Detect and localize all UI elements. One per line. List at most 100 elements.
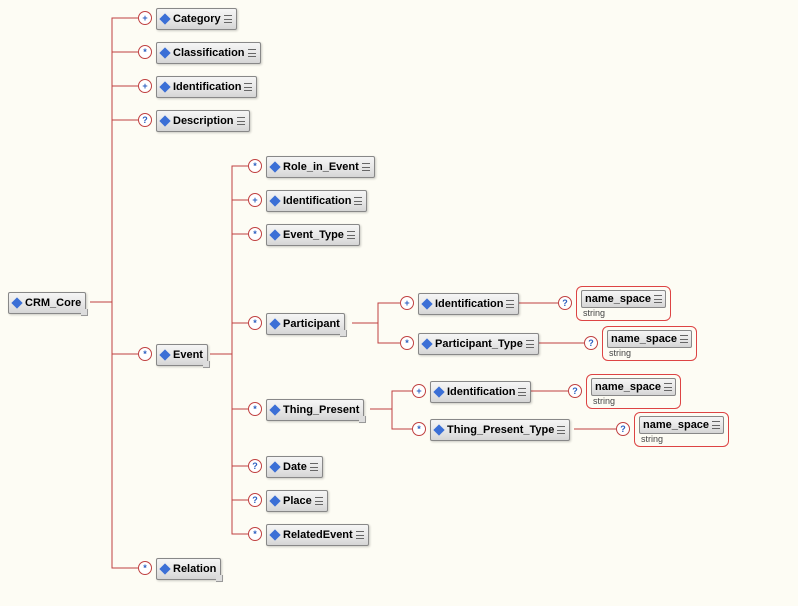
expand-button-classification[interactable]: * bbox=[138, 45, 152, 59]
expand-button-p-ident[interactable]: + bbox=[400, 296, 414, 310]
node-label: RelatedEvent bbox=[283, 529, 353, 541]
diamond-icon bbox=[159, 349, 170, 360]
menu-icon bbox=[224, 15, 232, 23]
node-participant-type[interactable]: Participant_Type bbox=[418, 333, 539, 355]
node-relation[interactable]: Relation bbox=[156, 558, 221, 580]
expand-button-participant[interactable]: * bbox=[248, 316, 262, 330]
node-label: Date bbox=[283, 461, 307, 473]
node-label: Identification bbox=[283, 195, 351, 207]
diamond-icon bbox=[269, 495, 280, 506]
node-related-event[interactable]: RelatedEvent bbox=[266, 524, 369, 546]
expand-button-t-type[interactable]: * bbox=[412, 422, 426, 436]
attr-name-space-4[interactable]: name_space string bbox=[634, 412, 729, 447]
corner-handle-icon bbox=[359, 416, 366, 423]
expand-button-ns1[interactable]: ? bbox=[558, 296, 572, 310]
attr-label: name_space bbox=[611, 333, 677, 345]
diamond-icon bbox=[269, 404, 280, 415]
diamond-icon bbox=[159, 47, 170, 58]
node-event[interactable]: Event bbox=[156, 344, 208, 366]
node-place[interactable]: Place bbox=[266, 490, 328, 512]
expand-button-relation[interactable]: * bbox=[138, 561, 152, 575]
node-label: Category bbox=[173, 13, 221, 25]
node-thing-present[interactable]: Thing_Present bbox=[266, 399, 364, 421]
node-date[interactable]: Date bbox=[266, 456, 323, 478]
node-label: Event bbox=[173, 349, 203, 361]
attr-name-space-1[interactable]: name_space string bbox=[576, 286, 671, 321]
node-role-in-event[interactable]: Role_in_Event bbox=[266, 156, 375, 178]
attr-name-space-3[interactable]: name_space string bbox=[586, 374, 681, 409]
expand-button-ns2[interactable]: ? bbox=[584, 336, 598, 350]
node-crm-core[interactable]: CRM_Core bbox=[8, 292, 86, 314]
expand-button-identification[interactable]: + bbox=[138, 79, 152, 93]
diamond-icon bbox=[269, 529, 280, 540]
node-label: Participant_Type bbox=[435, 338, 523, 350]
diamond-icon bbox=[269, 195, 280, 206]
expand-button-category[interactable]: + bbox=[138, 11, 152, 25]
expand-button-role[interactable]: * bbox=[248, 159, 262, 173]
attr-type: string bbox=[639, 434, 724, 444]
node-label: Identification bbox=[173, 81, 241, 93]
expand-button-thing-present[interactable]: * bbox=[248, 402, 262, 416]
menu-icon bbox=[526, 340, 534, 348]
attr-label: name_space bbox=[585, 293, 651, 305]
node-label: Classification bbox=[173, 47, 245, 59]
diamond-icon bbox=[433, 386, 444, 397]
diamond-icon bbox=[421, 338, 432, 349]
node-label: Participant bbox=[283, 318, 340, 330]
node-event-type[interactable]: Event_Type bbox=[266, 224, 360, 246]
expand-button-place[interactable]: ? bbox=[248, 493, 262, 507]
node-participant-identification[interactable]: Identification bbox=[418, 293, 519, 315]
menu-icon bbox=[237, 117, 245, 125]
menu-icon bbox=[244, 83, 252, 91]
diamond-icon bbox=[269, 461, 280, 472]
expand-button-description[interactable]: ? bbox=[138, 113, 152, 127]
diamond-icon bbox=[269, 161, 280, 172]
node-label: Role_in_Event bbox=[283, 161, 359, 173]
attr-name-space-2[interactable]: name_space string bbox=[602, 326, 697, 361]
node-label: Relation bbox=[173, 563, 216, 575]
menu-icon bbox=[356, 531, 364, 539]
node-label: Identification bbox=[435, 298, 503, 310]
menu-icon bbox=[506, 300, 514, 308]
diamond-icon bbox=[11, 297, 22, 308]
diamond-icon bbox=[159, 563, 170, 574]
node-thing-present-type[interactable]: Thing_Present_Type bbox=[430, 419, 570, 441]
menu-icon bbox=[248, 49, 256, 57]
expand-button-event-type[interactable]: * bbox=[248, 227, 262, 241]
expand-button-p-type[interactable]: * bbox=[400, 336, 414, 350]
diamond-icon bbox=[159, 13, 170, 24]
node-classification[interactable]: Classification bbox=[156, 42, 261, 64]
node-identification-event[interactable]: Identification bbox=[266, 190, 367, 212]
menu-icon bbox=[654, 295, 662, 303]
node-identification[interactable]: Identification bbox=[156, 76, 257, 98]
attr-type: string bbox=[581, 308, 666, 318]
corner-handle-icon bbox=[340, 330, 347, 337]
node-category[interactable]: Category bbox=[156, 8, 237, 30]
expand-button-ns3[interactable]: ? bbox=[568, 384, 582, 398]
menu-icon bbox=[362, 163, 370, 171]
attr-label: name_space bbox=[595, 381, 661, 393]
node-label: Thing_Present bbox=[283, 404, 359, 416]
menu-icon bbox=[354, 197, 362, 205]
expand-button-related-event[interactable]: * bbox=[248, 527, 262, 541]
menu-icon bbox=[557, 426, 565, 434]
node-thing-identification[interactable]: Identification bbox=[430, 381, 531, 403]
node-label: CRM_Core bbox=[25, 297, 81, 309]
expand-button-event[interactable]: * bbox=[138, 347, 152, 361]
diamond-icon bbox=[421, 298, 432, 309]
expand-button-t-ident[interactable]: + bbox=[412, 384, 426, 398]
expand-button-identification2[interactable]: + bbox=[248, 193, 262, 207]
node-description[interactable]: Description bbox=[156, 110, 250, 132]
menu-icon bbox=[712, 421, 720, 429]
connector-lines bbox=[0, 0, 798, 606]
attr-type: string bbox=[607, 348, 692, 358]
node-label: Place bbox=[283, 495, 312, 507]
expand-button-ns4[interactable]: ? bbox=[616, 422, 630, 436]
diamond-icon bbox=[433, 424, 444, 435]
expand-button-date[interactable]: ? bbox=[248, 459, 262, 473]
menu-icon bbox=[310, 463, 318, 471]
node-label: Thing_Present_Type bbox=[447, 424, 554, 436]
node-participant[interactable]: Participant bbox=[266, 313, 345, 335]
diamond-icon bbox=[269, 229, 280, 240]
attr-label: name_space bbox=[643, 419, 709, 431]
